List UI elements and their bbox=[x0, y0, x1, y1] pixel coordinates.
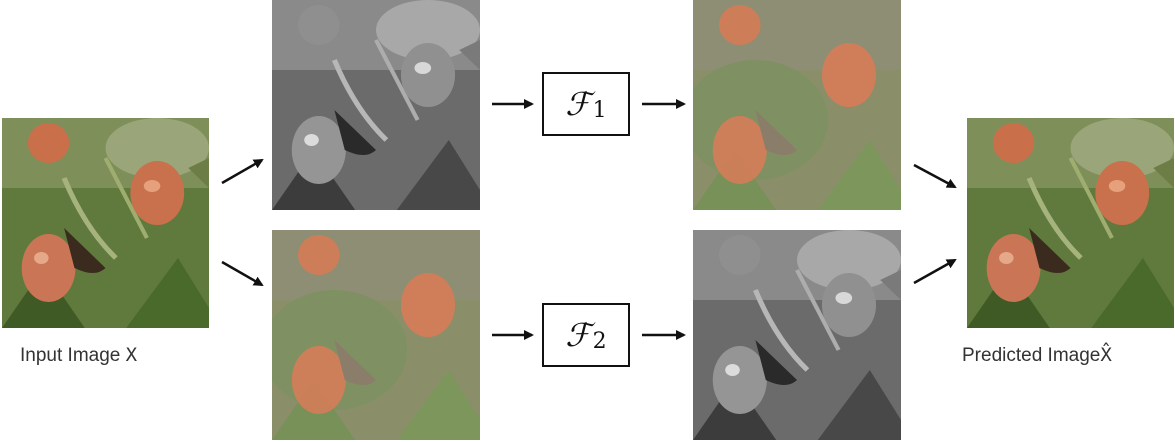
operator-f1-symbol: ℱ bbox=[565, 85, 591, 123]
input-image-label: Input Image X bbox=[20, 344, 137, 367]
operator-f2-symbol: ℱ bbox=[565, 316, 591, 354]
predicted-image-label: Predicted ImageX̂ bbox=[962, 344, 1112, 367]
input-image-label-text: Input Image bbox=[20, 345, 121, 366]
arrow-bottom-out-to-predicted bbox=[913, 258, 957, 285]
operator-f1-subscript: 1 bbox=[592, 97, 607, 123]
arrow-input-to-bottom bbox=[221, 260, 264, 287]
arrow-input-to-top bbox=[221, 158, 264, 185]
arrow-top-out-to-predicted bbox=[913, 163, 957, 189]
predicted-image-label-text: Predicted Image bbox=[962, 345, 1101, 366]
predicted-image-symbol: X̂ bbox=[1100, 344, 1112, 366]
input-image-symbol: X bbox=[125, 344, 138, 366]
operator-f2-subscript: 2 bbox=[592, 328, 607, 354]
